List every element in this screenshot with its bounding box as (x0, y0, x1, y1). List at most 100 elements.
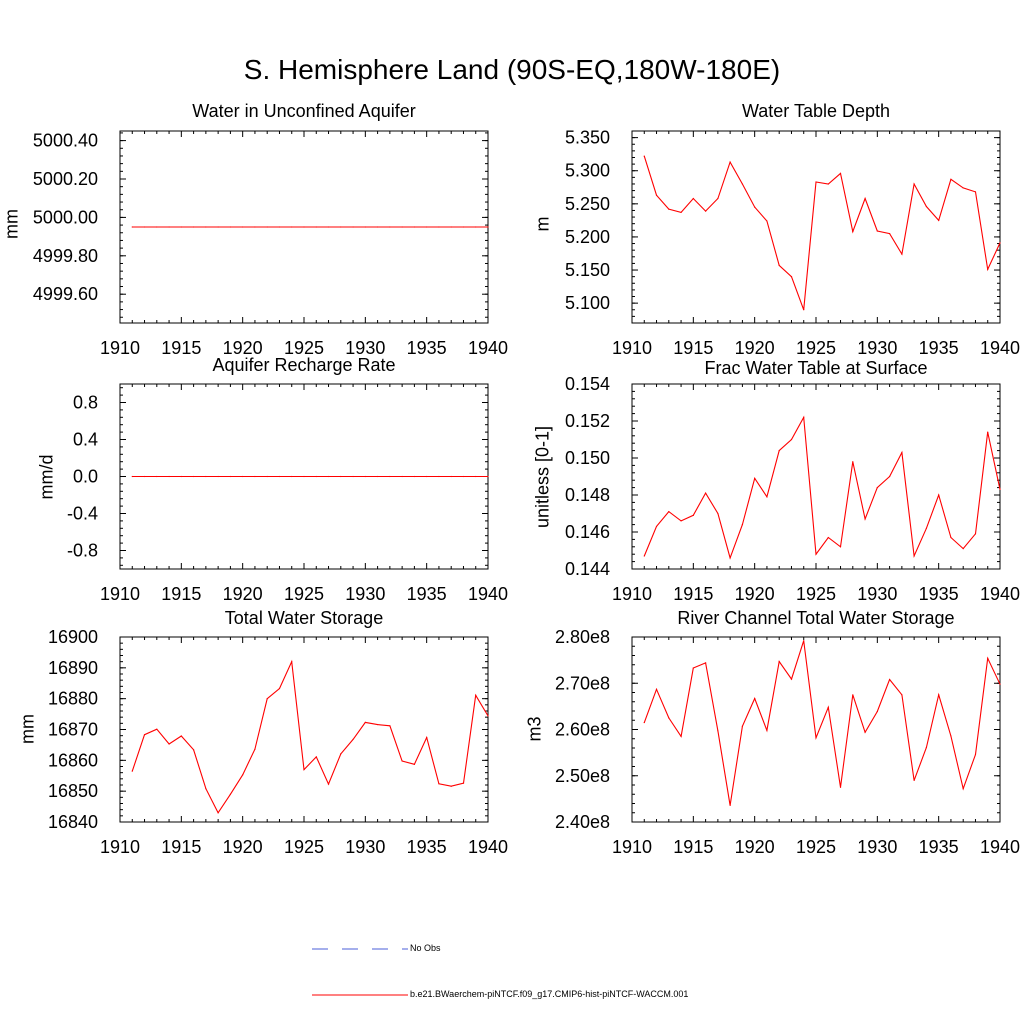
data-point (438, 475, 440, 478)
data-point (487, 715, 489, 717)
data-point (876, 487, 878, 489)
y-tick-label: 2.60e8 (555, 720, 610, 740)
data-point (291, 661, 293, 663)
panel-title-total-water-storage: Total Water Storage (224, 608, 384, 628)
data-point (475, 226, 477, 228)
ylabel-water-table-depth: m (532, 216, 553, 232)
y-tick-label: 5.300 (565, 161, 610, 181)
data-point (291, 475, 293, 478)
data-point (913, 779, 915, 781)
data-point (999, 488, 1001, 491)
data-point (852, 231, 854, 233)
y-tick-label: 0.146 (565, 522, 610, 542)
x-tick-label: 1925 (284, 584, 324, 604)
data-point (962, 187, 964, 189)
data-point (143, 226, 146, 228)
data-point (217, 812, 219, 814)
panel-title-aquifer-water: Water in Unconfined Aquifer (192, 101, 416, 121)
data-point (938, 219, 940, 221)
data-point (242, 226, 244, 228)
data-point (925, 746, 928, 749)
x-tick-label: 1935 (407, 584, 447, 604)
data-point (364, 475, 366, 478)
data-point (729, 161, 731, 163)
data-point (790, 438, 793, 441)
data-point (156, 226, 158, 228)
x-tick-label: 1910 (100, 837, 140, 857)
y-tick-label: 2.50e8 (555, 766, 610, 786)
y-tick-label: 0.152 (565, 411, 610, 431)
data-point (778, 660, 780, 663)
x-tick-label: 1930 (857, 584, 897, 604)
data-point (266, 698, 268, 700)
data-point (692, 667, 694, 669)
data-point (913, 183, 915, 185)
data-point (766, 220, 768, 222)
data-point (278, 687, 281, 690)
data-point (131, 475, 133, 478)
data-point (705, 662, 707, 664)
data-point (815, 737, 817, 739)
data-point (839, 546, 842, 548)
data-point (938, 694, 940, 696)
y-tick-label: 5000.00 (33, 207, 98, 227)
legend-label-model-run: b.e21.BWaerchem-piNTCF.f09_g17.CMIP6-his… (410, 989, 689, 999)
data-point (999, 683, 1001, 685)
data-point (266, 226, 268, 228)
x-tick-label: 1920 (735, 338, 775, 358)
data-point (655, 525, 658, 528)
data-point (803, 416, 805, 418)
x-tick-label: 1935 (407, 837, 447, 857)
x-tick-label: 1920 (223, 837, 263, 857)
x-tick-label: 1925 (796, 837, 836, 857)
panel-title-water-table-depth: Water Table Depth (741, 101, 891, 121)
plot-frame (119, 130, 489, 324)
y-tick-label: -0.4 (67, 504, 98, 524)
data-point (168, 743, 170, 745)
data-point (925, 527, 928, 529)
data-point (901, 694, 903, 696)
data-point (340, 226, 342, 228)
data-point (705, 210, 707, 212)
data-point (377, 475, 379, 478)
data-point (668, 208, 670, 210)
y-tick-label: 16870 (48, 720, 98, 740)
data-point (778, 450, 780, 452)
plot-frame (119, 383, 489, 570)
data-point (729, 804, 731, 806)
y-tick-label: 16840 (48, 812, 98, 832)
x-tick-label: 1925 (796, 584, 836, 604)
data-point (254, 475, 256, 478)
data-point (852, 461, 854, 463)
panel-title-frac-water-table: Frac Water Table at Surface (704, 358, 928, 378)
data-point (180, 475, 182, 478)
data-point (352, 738, 354, 740)
data-point (741, 524, 744, 526)
y-tick-label: 16860 (48, 750, 98, 770)
x-tick-label: 1925 (284, 837, 324, 857)
data-point (377, 723, 379, 726)
data-point (254, 748, 256, 750)
y-tick-label: 0.144 (565, 559, 610, 579)
x-tick-label: 1910 (612, 837, 652, 857)
data-point (143, 734, 146, 736)
data-point (401, 760, 403, 762)
data-point (668, 511, 670, 513)
x-tick-label: 1910 (612, 338, 652, 358)
data-point (156, 475, 158, 478)
data-point (974, 753, 977, 756)
data-point (462, 782, 465, 784)
y-tick-label: 2.40e8 (555, 812, 610, 832)
data-point (389, 475, 391, 478)
data-point (876, 230, 878, 232)
data-point (901, 451, 903, 454)
ylabel-river-channel-storage: m3 (524, 716, 545, 742)
data-point (278, 226, 281, 228)
data-point (999, 242, 1001, 244)
data-point (217, 226, 219, 228)
data-point (655, 194, 658, 196)
data-point (839, 172, 842, 174)
